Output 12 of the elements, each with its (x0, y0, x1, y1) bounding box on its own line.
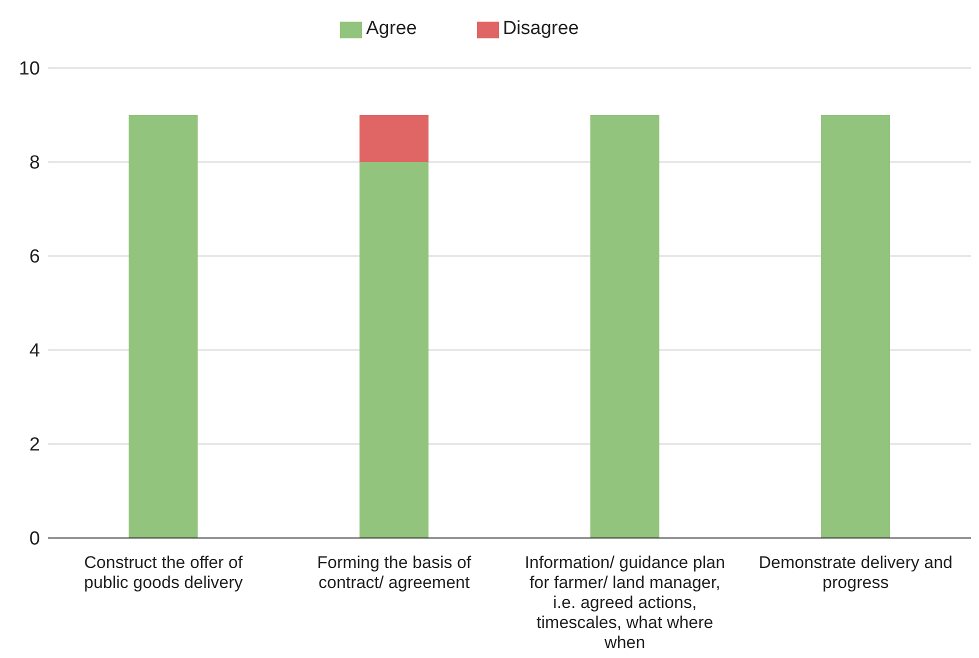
legend-label: Disagree (502, 18, 579, 39)
x-tick-label: Information/ guidance plan for farmer/ land manager, i.e. agreed actions, timescales, what where when (524, 553, 726, 652)
legend-label: Agree (366, 18, 417, 39)
y-tick-label: 2 (29, 434, 40, 456)
y-tick-label: 8 (29, 152, 40, 174)
y-tick-label: 6 (29, 246, 40, 268)
y-tick-label: 0 (29, 528, 40, 550)
y-tick-label: 4 (29, 340, 40, 362)
x-tick-label: Forming the basis of contract/ agreement (317, 553, 472, 592)
x-tick-label: Demonstrate delivery and progress (758, 553, 952, 592)
x-tick-label: Construct the offer of public goods delivery (84, 553, 244, 592)
y-tick-label: 10 (18, 58, 40, 80)
